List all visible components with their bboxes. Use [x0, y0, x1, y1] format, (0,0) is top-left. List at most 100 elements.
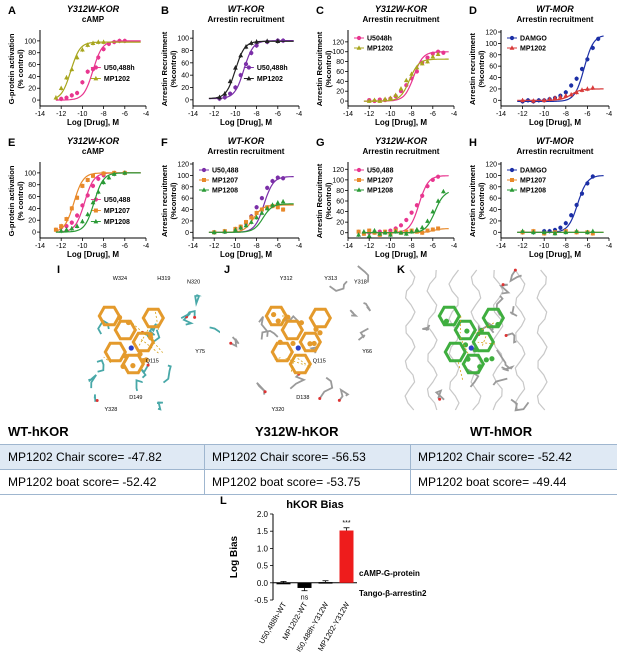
- residue-stick: [135, 379, 143, 392]
- data-point: [388, 228, 393, 233]
- y-tick-label: 20: [181, 85, 189, 92]
- ligand-atom: [277, 339, 283, 345]
- y-tick-label: 20: [181, 218, 189, 225]
- data-point: [80, 47, 85, 52]
- chart-title: WT-KOR: [228, 136, 265, 146]
- y-axis-label: Arrestin recruitment(%control): [468, 164, 486, 237]
- data-point: [69, 66, 75, 72]
- residue-stick: [363, 302, 372, 312]
- x-tick-label: -6: [430, 111, 436, 118]
- y-tick-label: 0: [493, 230, 497, 237]
- data-point: [259, 210, 265, 215]
- ligand-atom: [120, 363, 126, 369]
- x-tick-label: -14: [35, 243, 45, 250]
- data-point: [367, 228, 372, 233]
- y-tick-label: 40: [489, 75, 497, 82]
- data-point: [419, 60, 425, 66]
- series: MP1207: [507, 178, 604, 236]
- legend-label: MP1202: [520, 46, 546, 53]
- x-tick-label: -6: [122, 111, 128, 118]
- y-tick-label: 100: [24, 38, 36, 45]
- data-point: [430, 177, 435, 182]
- x-axis-label: Log [Drug], M: [375, 250, 427, 259]
- hbond: [482, 336, 487, 346]
- series: MP1208: [507, 187, 604, 236]
- legend-label: MP1207: [520, 178, 546, 185]
- legend-marker: [356, 187, 362, 192]
- data-point: [243, 44, 249, 49]
- data-point: [377, 98, 383, 103]
- chart-title: Y312W-KOR: [67, 136, 120, 146]
- x-tick-label: -14: [496, 243, 506, 250]
- data-point: [569, 213, 574, 218]
- panel-letter: G: [316, 137, 325, 149]
- hbond: [294, 355, 312, 369]
- table-cell: MP1202 boat score= -49.44: [418, 475, 567, 489]
- data-point: [238, 225, 244, 230]
- data-point: [222, 95, 227, 100]
- residue-stick: [260, 329, 279, 340]
- panel-letter: L: [220, 495, 227, 507]
- data-point: [264, 38, 270, 44]
- data-point: [403, 77, 409, 83]
- residue-label: Y328: [105, 407, 118, 413]
- ligand-atom: [477, 364, 483, 370]
- legend-marker: [201, 167, 207, 173]
- legend-marker: [510, 178, 514, 182]
- legend-label: MP1202: [104, 76, 130, 83]
- data-point: [520, 97, 525, 103]
- y-tick-label: 0: [32, 230, 36, 237]
- data-point: [425, 228, 430, 233]
- ligand-atom: [443, 318, 450, 324]
- data-point: [95, 39, 101, 44]
- data-point: [259, 207, 264, 212]
- y-tick-label: 60: [336, 69, 344, 76]
- table-row: MP1202 Chair score= -47.82 MP1202 Chair …: [0, 444, 617, 469]
- ligand-atom: [483, 357, 489, 363]
- ligand-ring: [298, 331, 323, 353]
- data-point: [547, 96, 552, 101]
- y-tick-label: 0: [340, 99, 344, 106]
- data-point: [574, 228, 579, 233]
- legend-label: MP1207: [367, 178, 393, 185]
- data-point: [552, 95, 558, 100]
- oxygen-atom: [513, 268, 517, 272]
- data-point: [95, 189, 101, 194]
- data-point: [248, 219, 254, 224]
- residue-label: N320: [187, 279, 200, 285]
- data-point: [69, 93, 74, 98]
- hbond: [290, 357, 295, 374]
- hbond: [138, 327, 150, 346]
- data-point: [520, 228, 525, 233]
- data-point: [233, 85, 238, 90]
- data-point: [377, 231, 383, 236]
- data-point: [275, 205, 280, 210]
- data-point: [85, 69, 90, 74]
- y-tick-label: 60: [181, 196, 189, 203]
- ligand-ring: [308, 307, 333, 329]
- x-tick-label: -14: [188, 243, 198, 250]
- y-tick-label: -0.5: [254, 596, 268, 605]
- ligand-atom: [311, 340, 317, 347]
- data-point: [53, 95, 59, 100]
- legend-marker: [246, 75, 252, 81]
- x-tick-label: -10: [539, 243, 549, 250]
- helix-ribbon: [514, 269, 526, 411]
- data-point: [53, 227, 58, 232]
- data-point: [64, 217, 69, 222]
- y-tick-label: 80: [28, 182, 36, 189]
- legend-label: MP1202: [257, 76, 283, 83]
- x-tick-label: -4: [451, 111, 457, 118]
- x-tick-label: -6: [275, 111, 281, 118]
- chart-title: cAMP: [82, 147, 105, 156]
- residue-stick: [501, 365, 515, 372]
- legend-label: U5048h: [367, 36, 392, 43]
- data-point: [430, 51, 435, 56]
- y-tick-label: 80: [336, 59, 344, 66]
- residue-label: H319: [157, 276, 170, 282]
- y-tick-label: 0: [185, 230, 189, 237]
- data-point: [436, 226, 441, 231]
- x-tick-label: -6: [584, 111, 590, 118]
- fit-curve: [363, 58, 449, 102]
